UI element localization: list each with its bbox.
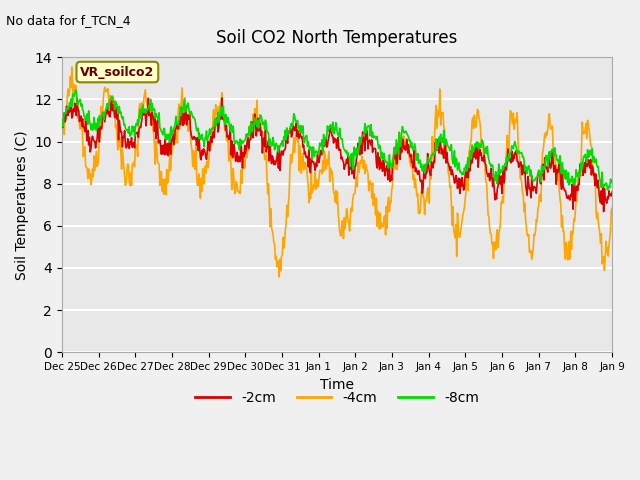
Text: No data for f_TCN_4: No data for f_TCN_4 — [6, 14, 131, 27]
Legend: -2cm, -4cm, -8cm: -2cm, -4cm, -8cm — [189, 385, 484, 410]
Title: Soil CO2 North Temperatures: Soil CO2 North Temperatures — [216, 29, 458, 48]
X-axis label: Time: Time — [320, 377, 354, 392]
Y-axis label: Soil Temperatures (C): Soil Temperatures (C) — [15, 130, 29, 279]
Text: VR_soilco2: VR_soilco2 — [80, 66, 154, 79]
